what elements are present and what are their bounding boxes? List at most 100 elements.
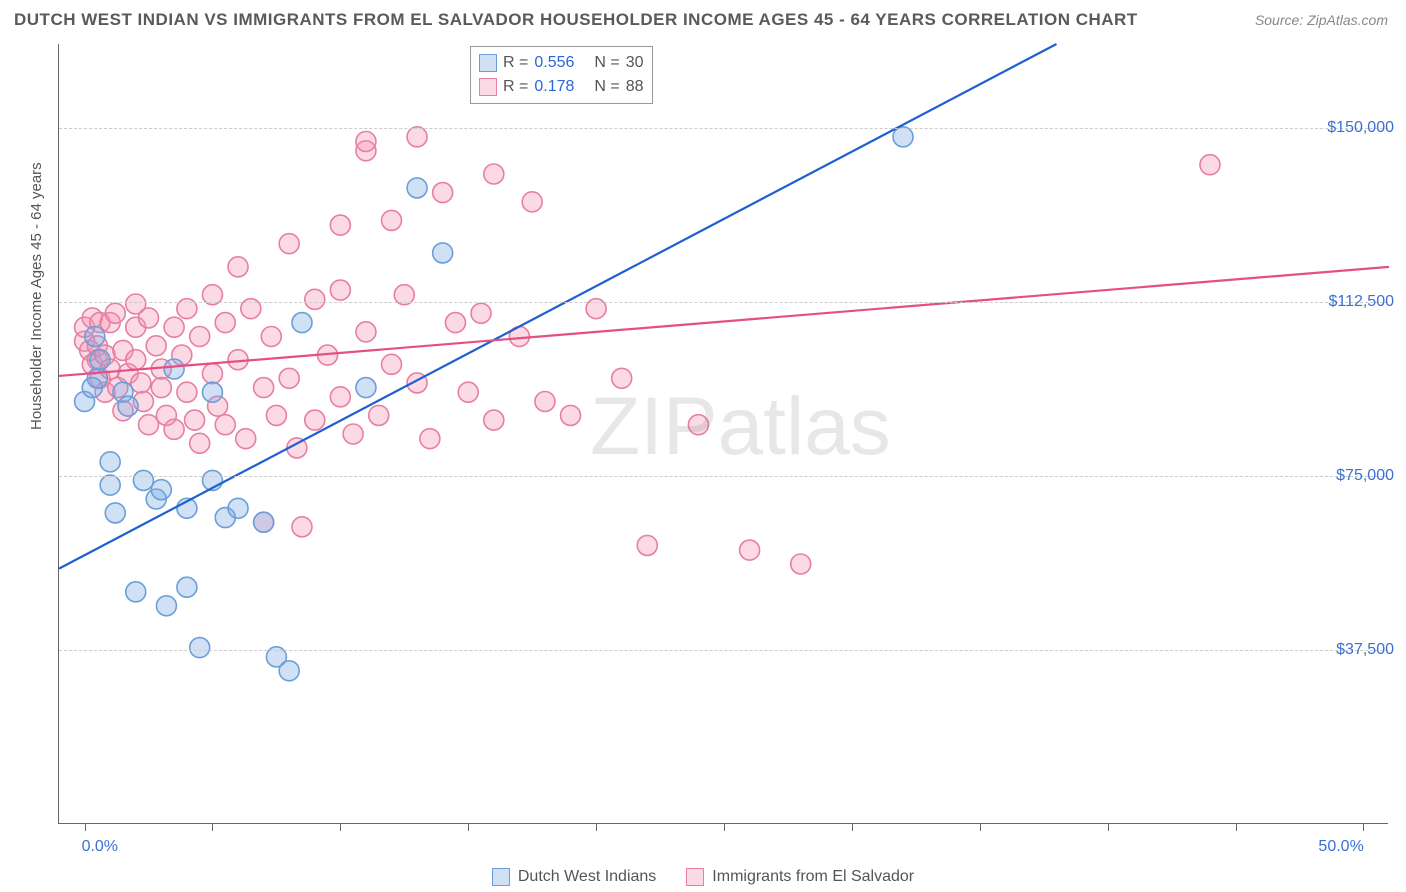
data-point bbox=[688, 415, 708, 435]
x-tick bbox=[468, 823, 469, 831]
legend-r-value: 0.178 bbox=[534, 75, 574, 99]
data-point bbox=[382, 210, 402, 230]
data-point bbox=[369, 405, 389, 425]
legend-row: R =0.556 N = 30 bbox=[479, 51, 644, 75]
data-point bbox=[85, 327, 105, 347]
data-point bbox=[343, 424, 363, 444]
series-legend: Dutch West Indians Immigrants from El Sal… bbox=[0, 868, 1406, 886]
data-point bbox=[228, 257, 248, 277]
legend-r-label: R = bbox=[503, 51, 528, 75]
data-point bbox=[637, 535, 657, 555]
data-point bbox=[118, 396, 138, 416]
legend-label: Immigrants from El Salvador bbox=[712, 868, 914, 886]
legend-n-label: N = bbox=[594, 51, 619, 75]
data-point bbox=[484, 410, 504, 430]
data-point bbox=[202, 382, 222, 402]
data-point bbox=[791, 554, 811, 574]
data-point bbox=[190, 327, 210, 347]
data-point bbox=[356, 322, 376, 342]
data-point bbox=[190, 433, 210, 453]
data-point bbox=[139, 415, 159, 435]
gridline-horizontal bbox=[59, 476, 1388, 477]
data-point bbox=[407, 178, 427, 198]
data-point bbox=[133, 470, 153, 490]
data-point bbox=[740, 540, 760, 560]
data-point bbox=[164, 359, 184, 379]
data-point bbox=[305, 289, 325, 309]
data-point bbox=[100, 452, 120, 472]
data-point bbox=[279, 234, 299, 254]
x-tick bbox=[340, 823, 341, 831]
legend-swatch bbox=[479, 78, 497, 96]
data-point bbox=[407, 127, 427, 147]
legend-n-value: 88 bbox=[626, 75, 644, 99]
gridline-horizontal bbox=[59, 650, 1388, 651]
data-point bbox=[330, 387, 350, 407]
legend-n-value: 30 bbox=[626, 51, 644, 75]
x-tick bbox=[85, 823, 86, 831]
data-point bbox=[185, 410, 205, 430]
data-point bbox=[139, 308, 159, 328]
x-tick bbox=[596, 823, 597, 831]
data-point bbox=[100, 475, 120, 495]
x-tick bbox=[852, 823, 853, 831]
data-point bbox=[164, 419, 184, 439]
data-point bbox=[522, 192, 542, 212]
y-tick-label: $37,500 bbox=[1336, 641, 1394, 659]
x-tick bbox=[1363, 823, 1364, 831]
data-point bbox=[382, 354, 402, 374]
data-point bbox=[266, 405, 286, 425]
data-point bbox=[215, 415, 235, 435]
data-point bbox=[131, 373, 151, 393]
legend-r-value: 0.556 bbox=[534, 51, 574, 75]
data-point bbox=[151, 480, 171, 500]
data-point bbox=[156, 596, 176, 616]
legend-swatch bbox=[479, 54, 497, 72]
data-point bbox=[420, 429, 440, 449]
y-tick-label: $75,000 bbox=[1336, 467, 1394, 485]
correlation-legend: R =0.556 N = 30R =0.178 N = 88 bbox=[470, 46, 653, 104]
y-axis-label: Householder Income Ages 45 - 64 years bbox=[28, 162, 45, 430]
data-point bbox=[279, 368, 299, 388]
data-point bbox=[105, 303, 125, 323]
data-point bbox=[151, 378, 171, 398]
data-point bbox=[254, 378, 274, 398]
legend-item: Dutch West Indians bbox=[492, 868, 656, 886]
data-point bbox=[458, 382, 478, 402]
plot-area bbox=[58, 44, 1388, 824]
x-tick bbox=[1236, 823, 1237, 831]
data-point bbox=[433, 183, 453, 203]
x-tick bbox=[980, 823, 981, 831]
data-point bbox=[433, 243, 453, 263]
data-point bbox=[330, 215, 350, 235]
y-tick-label: $112,500 bbox=[1328, 293, 1394, 311]
y-tick-label: $150,000 bbox=[1327, 119, 1394, 137]
gridline-horizontal bbox=[59, 302, 1388, 303]
data-point bbox=[330, 280, 350, 300]
chart-svg bbox=[59, 44, 1388, 823]
data-point bbox=[471, 303, 491, 323]
x-tick-label: 50.0% bbox=[1318, 838, 1363, 856]
data-point bbox=[177, 577, 197, 597]
data-point bbox=[305, 410, 325, 430]
x-tick bbox=[724, 823, 725, 831]
legend-item: Immigrants from El Salvador bbox=[686, 868, 914, 886]
data-point bbox=[279, 661, 299, 681]
data-point bbox=[445, 313, 465, 333]
data-point bbox=[146, 336, 166, 356]
x-tick-label: 0.0% bbox=[82, 838, 118, 856]
data-point bbox=[356, 132, 376, 152]
data-point bbox=[612, 368, 632, 388]
legend-swatch bbox=[686, 868, 704, 886]
data-point bbox=[1200, 155, 1220, 175]
data-point bbox=[893, 127, 913, 147]
data-point bbox=[215, 313, 235, 333]
data-point bbox=[561, 405, 581, 425]
data-point bbox=[484, 164, 504, 184]
data-point bbox=[292, 313, 312, 333]
data-point bbox=[177, 382, 197, 402]
data-point bbox=[236, 429, 256, 449]
data-point bbox=[126, 350, 146, 370]
data-point bbox=[356, 378, 376, 398]
x-tick bbox=[212, 823, 213, 831]
